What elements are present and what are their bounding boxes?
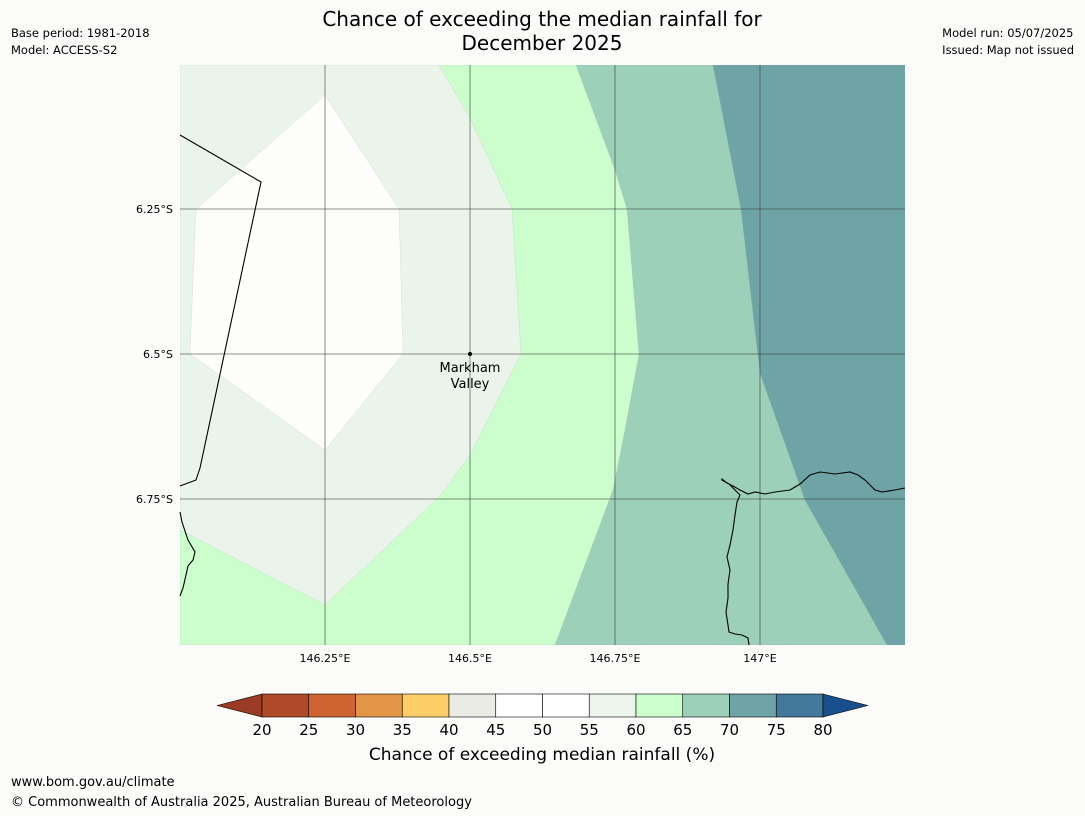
map-title-line2: December 2025 xyxy=(461,31,623,55)
meta-right: Model run: 05/07/2025 Issued: Map not is… xyxy=(942,25,1074,59)
colorbar-segment xyxy=(448,693,497,718)
colorbar-segment xyxy=(308,693,356,718)
coastline-west xyxy=(179,511,196,597)
probability-zones xyxy=(180,65,905,645)
place-label-line2: Valley xyxy=(451,377,490,392)
lon-tick-labels: 146.25°E 146.5°E 146.75°E 147°E xyxy=(300,652,777,665)
map-title-line1: Chance of exceeding the median rainfall … xyxy=(322,7,762,31)
colorbar-tick-label: 40 xyxy=(439,721,458,739)
map-title: Chance of exceeding the median rainfall … xyxy=(292,7,792,55)
lon-label-147: 147°E xyxy=(743,652,776,665)
colorbar-tick-label: 70 xyxy=(720,721,739,739)
colorbar-segment xyxy=(729,693,777,718)
colorbar-tick-label: 25 xyxy=(299,721,318,739)
place-label-line1: Markham xyxy=(440,361,501,376)
meta-left: Base period: 1981-2018 Model: ACCESS-S2 xyxy=(11,25,150,59)
issued-text: Issued: Map not issued xyxy=(942,43,1074,57)
colorbar-segment xyxy=(682,693,730,718)
colorbar-under-arrow xyxy=(216,693,263,718)
colorbar-segment xyxy=(401,693,450,718)
base-period-text: Base period: 1981-2018 xyxy=(11,26,150,40)
colorbar-segment xyxy=(542,693,590,718)
footer-url: www.bom.gov.au/climate xyxy=(11,775,175,790)
colorbar-tick-label: 20 xyxy=(252,721,271,739)
colorbar-tick-label: 35 xyxy=(393,721,412,739)
lat-label-6-25: 6.25°S xyxy=(136,203,173,216)
model-text: Model: ACCESS-S2 xyxy=(11,43,118,57)
colorbar: 20 25 30 35 40 45 50 55 60 65 70 75 80 xyxy=(216,693,869,739)
lon-label-146-75: 146.75°E xyxy=(590,652,641,665)
province-boundary xyxy=(179,134,262,487)
colorbar-tick-label: 80 xyxy=(813,721,832,739)
footer-copyright: © Commonwealth of Australia 2025, Austra… xyxy=(11,795,472,810)
colorbar-segment xyxy=(635,693,684,718)
coastline-gulf xyxy=(721,471,906,646)
colorbar-over-arrow xyxy=(822,693,869,718)
colorbar-tick-label: 75 xyxy=(767,721,786,739)
colorbar-title: Chance of exceeding median rainfall (%) xyxy=(368,745,716,765)
colorbar-tick-label: 60 xyxy=(626,721,645,739)
model-run-text: Model run: 05/07/2025 xyxy=(942,26,1074,40)
colorbar-segment xyxy=(355,693,403,718)
colorbar-tick-label: 55 xyxy=(580,721,599,739)
colorbar-segment xyxy=(261,693,310,718)
colorbar-segment xyxy=(495,693,543,718)
colorbar-segment xyxy=(775,693,824,718)
colorbar-tick-label: 65 xyxy=(673,721,692,739)
lon-label-146-25: 146.25°E xyxy=(300,652,351,665)
colorbar-segment xyxy=(588,693,637,718)
boundaries xyxy=(179,134,906,646)
lat-label-6-5: 6.5°S xyxy=(143,348,173,361)
colorbar-tick-label: 50 xyxy=(533,721,552,739)
colorbar-tick-label: 30 xyxy=(346,721,365,739)
lon-label-146-5: 146.5°E xyxy=(448,652,492,665)
place-dot xyxy=(468,352,472,356)
lat-label-6-75: 6.75°S xyxy=(136,493,173,506)
colorbar-tick-label: 45 xyxy=(486,721,505,739)
lat-tick-labels: 6.25°S 6.5°S 6.75°S xyxy=(136,203,173,506)
place-marker: Markham Valley xyxy=(440,352,501,392)
